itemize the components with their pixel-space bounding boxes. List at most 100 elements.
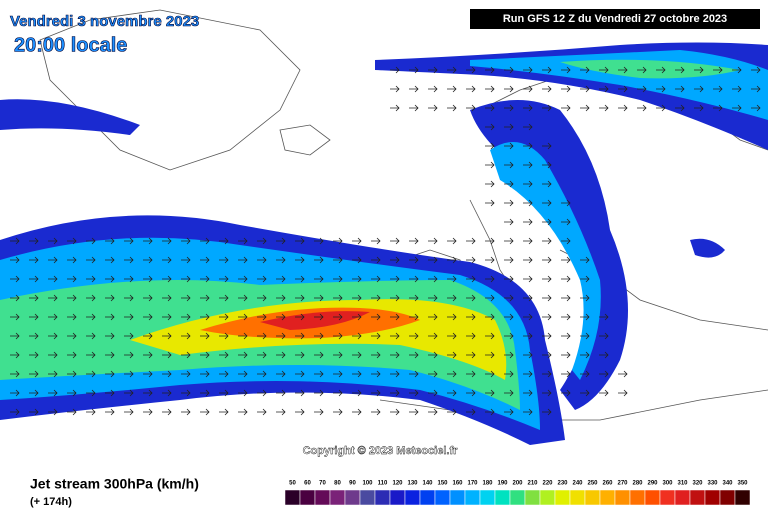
wind-arrow <box>580 389 590 397</box>
wind-arrow <box>580 104 590 112</box>
wind-arrow <box>523 408 533 416</box>
wind-arrow <box>523 161 533 169</box>
wind-arrow <box>466 66 476 74</box>
wind-arrow <box>181 256 191 264</box>
wind-arrow <box>219 389 229 397</box>
wind-arrow <box>143 389 153 397</box>
wind-arrow <box>352 351 362 359</box>
wind-arrow <box>485 180 495 188</box>
wind-arrow <box>352 294 362 302</box>
wind-arrow <box>371 313 381 321</box>
wind-arrow <box>523 389 533 397</box>
wind-arrow <box>143 313 153 321</box>
colorbar-swatch <box>284 489 301 506</box>
wind-arrow <box>561 389 571 397</box>
wind-arrow <box>219 351 229 359</box>
wind-arrow <box>542 275 552 283</box>
wind-arrow <box>523 199 533 207</box>
wind-arrow <box>10 370 20 378</box>
wind-arrow <box>618 85 628 93</box>
wind-arrow <box>618 370 628 378</box>
wind-arrow <box>599 370 609 378</box>
run-label: Run GFS 12 Z du Vendredi 27 octobre 2023 <box>503 13 727 25</box>
colorbar-swatch <box>704 489 721 506</box>
colorbar-swatch <box>674 489 691 506</box>
wind-arrow <box>105 275 115 283</box>
time-label: 20:00 locale <box>14 34 127 56</box>
wind-arrow <box>504 180 514 188</box>
wind-arrow <box>637 85 647 93</box>
wind-arrow <box>238 389 248 397</box>
colorbar-swatch <box>614 489 631 506</box>
wind-arrow <box>732 104 742 112</box>
wind-arrow <box>409 313 419 321</box>
wind-arrow <box>390 256 400 264</box>
wind-arrow <box>466 275 476 283</box>
wind-arrow <box>352 256 362 264</box>
wind-arrow <box>390 104 400 112</box>
wind-arrow <box>219 313 229 321</box>
wind-arrow <box>542 351 552 359</box>
wind-arrow <box>257 351 267 359</box>
wind-arrow <box>371 351 381 359</box>
wind-arrow <box>352 237 362 245</box>
wind-arrow <box>238 237 248 245</box>
wind-arrow <box>599 104 609 112</box>
colorbar-label: 190 <box>497 481 508 487</box>
wind-arrow <box>428 294 438 302</box>
colorbar-swatch <box>734 489 751 506</box>
wind-arrow <box>314 408 324 416</box>
wind-arrow <box>257 294 267 302</box>
colorbar-swatch <box>644 489 661 506</box>
wind-arrow <box>466 294 476 302</box>
wind-arrow <box>143 237 153 245</box>
colorbar-swatch <box>689 489 706 506</box>
colorbar-label: 280 <box>632 481 643 487</box>
colorbar-swatch <box>629 489 646 506</box>
wind-arrow <box>542 85 552 93</box>
wind-arrow <box>713 66 723 74</box>
wind-arrow <box>295 408 305 416</box>
wind-arrow <box>428 104 438 112</box>
wind-arrow <box>580 66 590 74</box>
wind-arrow <box>29 313 39 321</box>
wind-arrow <box>352 275 362 283</box>
wind-arrow <box>371 370 381 378</box>
wind-arrow <box>219 256 229 264</box>
colorbar-label: 340 <box>722 481 733 487</box>
wind-arrow <box>29 408 39 416</box>
wind-arrow <box>29 389 39 397</box>
wind-arrow <box>67 408 77 416</box>
wind-arrow <box>124 256 134 264</box>
wind-arrow <box>485 237 495 245</box>
wind-arrow <box>751 85 761 93</box>
wind-arrow <box>257 332 267 340</box>
wind-arrow <box>314 237 324 245</box>
wind-arrow <box>485 332 495 340</box>
wind-arrow <box>409 66 419 74</box>
wind-arrow <box>219 332 229 340</box>
wind-arrow <box>580 370 590 378</box>
wind-arrow <box>618 389 628 397</box>
wind-arrow <box>48 313 58 321</box>
wind-arrow <box>485 370 495 378</box>
wind-arrow <box>257 275 267 283</box>
wind-arrow <box>561 85 571 93</box>
wind-arrow <box>105 389 115 397</box>
wind-arrow <box>523 142 533 150</box>
wind-arrow <box>466 256 476 264</box>
colorbar-swatch <box>539 489 556 506</box>
wind-arrow <box>542 199 552 207</box>
wind-arrow <box>561 218 571 226</box>
colorbar-label: 70 <box>319 481 326 487</box>
wind-arrow <box>219 294 229 302</box>
colorbar-swatch <box>569 489 586 506</box>
wind-arrow <box>447 85 457 93</box>
wind-arrow <box>561 256 571 264</box>
wind-arrow <box>466 85 476 93</box>
wind-arrow <box>504 351 514 359</box>
wind-arrow <box>599 66 609 74</box>
colorbar-label: 240 <box>572 481 583 487</box>
wind-arrow <box>143 332 153 340</box>
